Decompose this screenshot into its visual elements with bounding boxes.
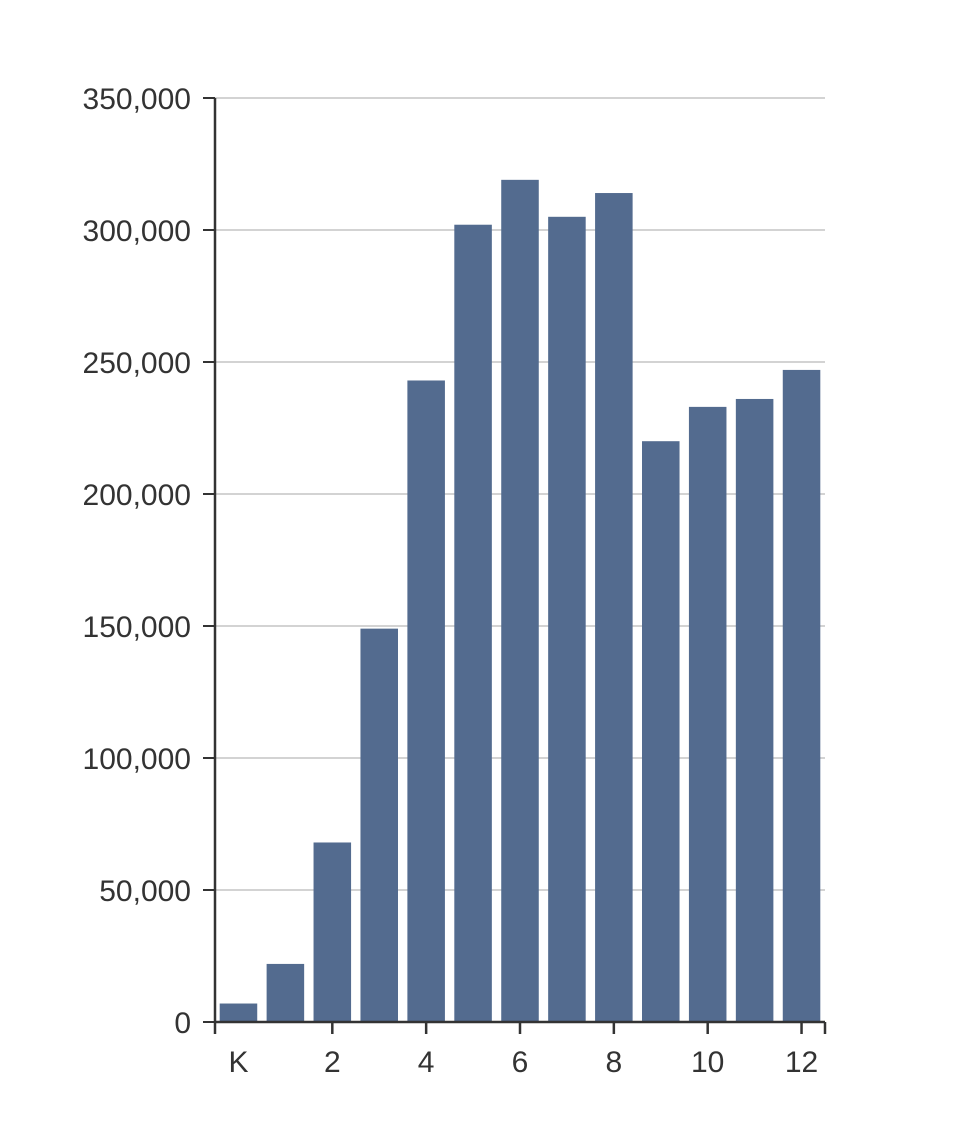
y-tick-label: 0	[174, 1007, 191, 1040]
bar-K	[219, 1003, 258, 1022]
y-tick-label: 100,000	[83, 743, 191, 776]
x-tick-label: 12	[785, 1046, 818, 1079]
bar-7	[548, 216, 586, 1023]
bar-4	[407, 380, 445, 1023]
bars	[219, 179, 821, 1023]
bar-6	[501, 179, 539, 1023]
bar-10	[688, 406, 727, 1022]
x-tick-label: K	[228, 1046, 248, 1079]
x-tick-label: 10	[691, 1046, 724, 1079]
x-tick-label: 2	[324, 1046, 341, 1079]
x-tick-label: 4	[418, 1046, 435, 1079]
y-tick-label: 50,000	[99, 875, 191, 908]
y-tick-label: 350,000	[83, 83, 191, 116]
y-tick-label: 200,000	[83, 479, 191, 512]
bar-9	[642, 441, 680, 1022]
bar-8	[595, 193, 633, 1023]
y-tick-label: 300,000	[83, 215, 191, 248]
bar-3	[360, 628, 398, 1022]
tick-labels: 0 50,000 100,000 150,000 200,000 250,000 300,0…	[83, 83, 819, 1079]
bar-5	[454, 224, 492, 1023]
bar-11	[735, 398, 774, 1023]
x-tick-label: 8	[606, 1046, 623, 1079]
x-tick-label: 6	[512, 1046, 529, 1079]
y-tick-label: 250,000	[83, 347, 191, 380]
bar-2	[313, 842, 352, 1022]
bar-1	[266, 963, 305, 1022]
y-tick-label: 150,000	[83, 611, 191, 644]
axes	[203, 97, 827, 1034]
bar-12	[782, 369, 821, 1022]
